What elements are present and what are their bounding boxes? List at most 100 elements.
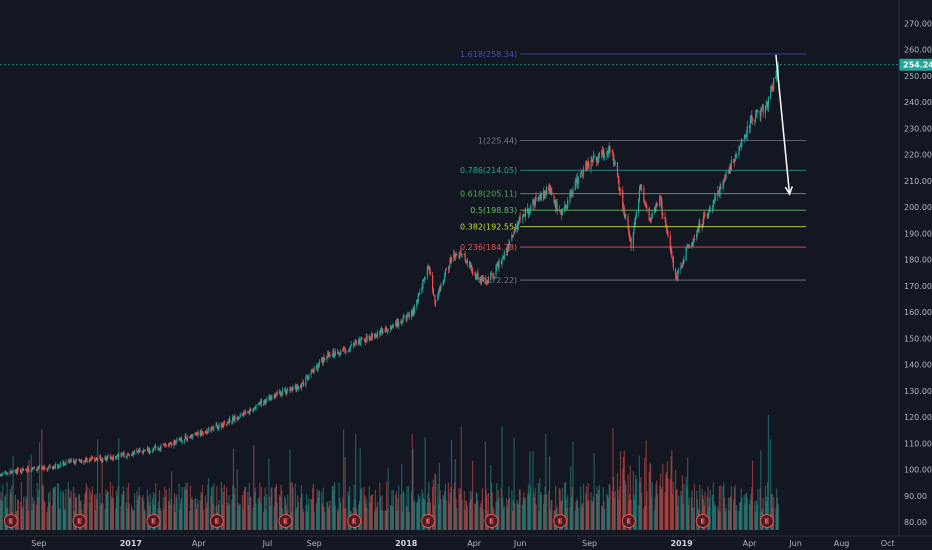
volume-bar [232,448,235,530]
candle-body [400,320,402,324]
projection-arrow[interactable] [775,54,793,196]
candle-body [384,330,386,332]
candle-body [757,111,759,113]
candle-body [585,162,588,167]
volume-bar [542,503,545,530]
volume-bar [659,473,662,530]
volume-bar [248,483,250,530]
candle-body [744,135,746,139]
volume-bar [559,489,561,530]
candle-body [412,309,414,314]
candle-body [121,454,124,456]
volume-bar [459,493,461,530]
candle-body [58,466,60,468]
candle-body [48,465,50,467]
volume-bar [141,497,143,530]
volume-bar [596,486,598,530]
candle-body [306,376,308,378]
candle-body [569,192,571,202]
volume-bar [300,485,302,530]
earnings-marker [553,514,568,528]
price-axis-tick-label: 160.00 [904,308,932,317]
volume-bar [271,486,273,530]
price-axis-tick-label: 260.00 [904,46,932,55]
fibonacci-retracement[interactable]: 1.618(258.34) 1(225.44) 0.786(214.05) 0.618… [460,50,807,285]
price-axis[interactable]: 80.00 90.00 100.00 110.00 120.00 130.00 140.00… [904,19,932,527]
volume-bar [186,489,188,530]
price-axis-tick-label: 120.00 [904,413,932,422]
volume-bar [253,444,255,530]
candle-body [714,196,716,201]
volume-bar [189,511,191,530]
candle-body [580,171,582,173]
candle-body [535,196,537,201]
candle-body [0,474,1,476]
candle-body [376,331,379,337]
volume-bar [121,495,124,530]
candle-body [722,181,724,190]
candle-body [719,186,721,196]
volume-bar [78,494,81,530]
candle-body [232,416,234,422]
candle-body [481,275,483,282]
volume-bar [570,466,572,530]
candle-body [9,470,11,474]
volume-bar [30,454,32,530]
candle-body [724,178,726,181]
candle-body [228,418,230,422]
candle-body [703,215,705,216]
candle-body [226,424,228,426]
volume-bar [598,490,600,530]
volume-bar [475,491,477,530]
candle-body [639,184,641,190]
volume-bar [274,488,276,530]
volume-bar [349,486,351,530]
volume-bar [347,491,349,530]
candle-body [120,453,122,456]
candle-body [421,287,423,293]
candle-body [718,191,720,196]
volume-bar [522,497,524,530]
candle-body [613,162,616,165]
volume-bar [385,510,387,530]
candle-body [324,359,326,361]
candle-body [67,460,69,462]
candle-body [310,371,312,375]
candle-body [313,367,315,372]
volume-bar [97,439,99,530]
candle-body [545,186,548,193]
volume-bar [233,494,235,530]
candle-body [655,203,657,212]
volume-bar [508,497,511,530]
candle-body [237,417,239,419]
volume-bar [53,488,55,530]
volume-bar [701,488,703,530]
volume-bar [676,489,678,530]
volume-bar [308,498,310,530]
volume-bar [339,497,341,530]
candle-body [448,266,450,270]
volume-bar [110,495,112,530]
candle-body [775,76,777,79]
volume-bar [31,510,33,530]
candle-body [702,223,704,225]
volume-bar [22,506,24,530]
candle-body [69,460,72,462]
volume-bar [551,500,553,530]
candle-body [44,468,46,470]
volume-bar [64,508,66,530]
candle-body [598,154,600,162]
candle-body [475,276,477,280]
candle-body [591,159,594,163]
time-axis[interactable]: Sep 2017 Apr Jul Sep 2018 Apr Jun Sep 2019 Apr Jun A… [31,539,894,548]
candle-body [581,171,583,174]
candle-body [696,228,699,233]
volume-bar [612,427,614,530]
candle-body [549,184,551,194]
volume-bar [170,471,173,530]
volume-bar [696,499,699,530]
volume-bar [564,482,567,530]
candle-body [286,389,288,394]
candle-body [604,155,606,157]
